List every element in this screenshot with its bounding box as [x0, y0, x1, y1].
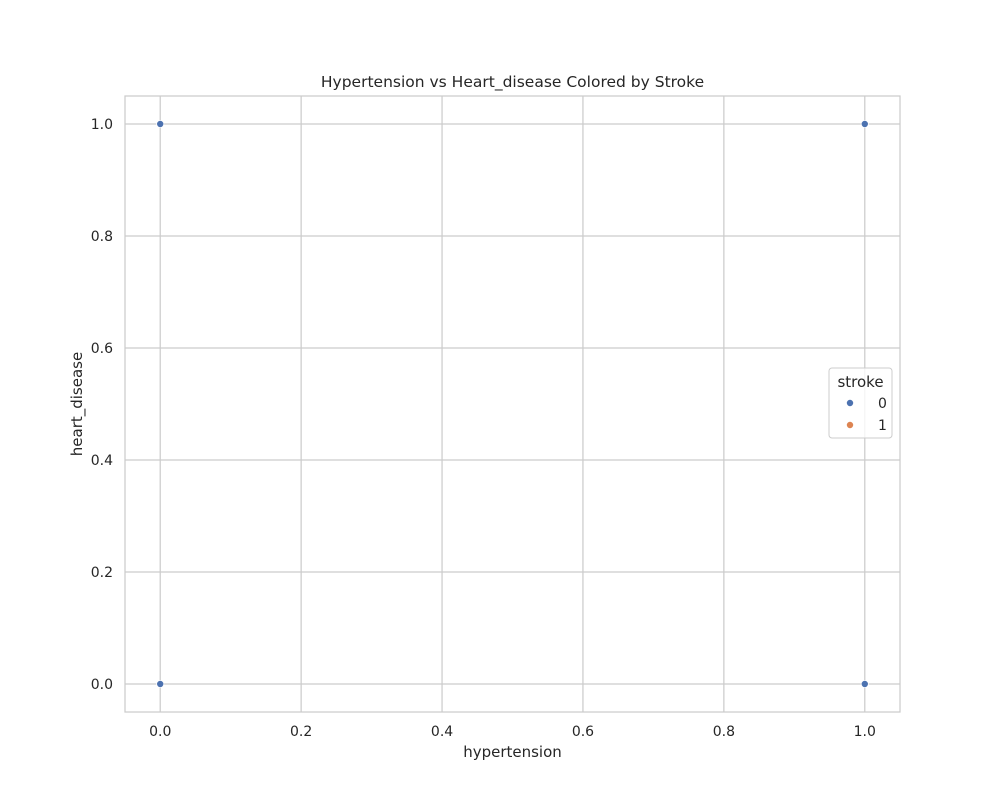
grid [125, 96, 900, 712]
x-tick-labels: 0.0 0.2 0.4 0.6 0.8 1.0 [149, 724, 876, 740]
legend-frame [828, 367, 893, 439]
x-tick-label: 0.4 [431, 724, 453, 740]
y-tick-label: 0.2 [91, 565, 113, 581]
y-tick-label: 1.0 [91, 117, 113, 133]
y-axis-label: heart_disease [68, 352, 87, 456]
plot-frame [124, 95, 901, 713]
legend-entries: 01 [846, 396, 887, 434]
scatter-point [860, 120, 869, 129]
legend-title: stroke [837, 373, 883, 391]
y-tick-label: 0.4 [91, 453, 113, 469]
chart-title: Hypertension vs Heart_disease Colored by… [321, 73, 704, 92]
data-points [156, 120, 869, 689]
x-tick-label: 0.0 [149, 724, 171, 740]
legend-label: 1 [878, 418, 887, 434]
legend: stroke 01 [828, 367, 893, 439]
x-tick-label: 1.0 [854, 724, 876, 740]
y-tick-label: 0.6 [91, 341, 113, 357]
x-axis-label: hypertension [463, 743, 562, 761]
y-tick-label: 0.8 [91, 229, 113, 245]
scatter-point [156, 680, 165, 689]
legend-marker [846, 398, 855, 407]
scatter-point [156, 120, 165, 129]
legend-label: 0 [878, 396, 887, 412]
x-tick-label: 0.6 [572, 724, 594, 740]
scatter-point [860, 680, 869, 689]
legend-marker [846, 420, 855, 429]
x-tick-label: 0.8 [713, 724, 735, 740]
y-tick-labels: 0.0 0.2 0.4 0.6 0.8 1.0 [91, 117, 113, 693]
y-tick-label: 0.0 [91, 677, 113, 693]
x-tick-label: 0.2 [290, 724, 312, 740]
